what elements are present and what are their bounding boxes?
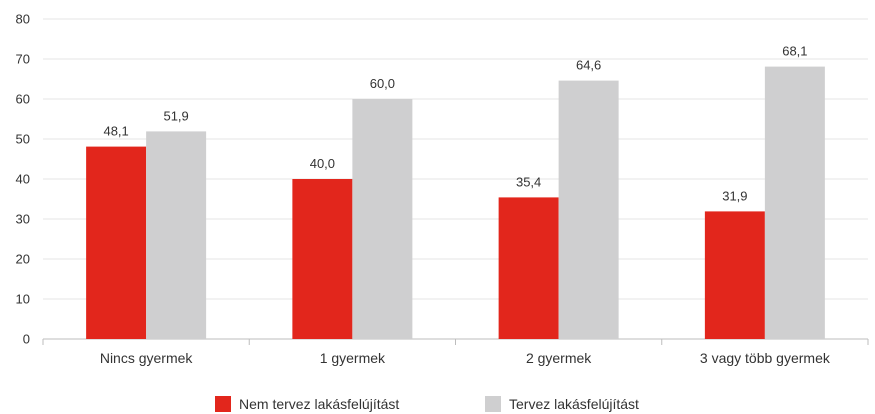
legend-swatch-tervez: [485, 396, 501, 412]
data-labels: 48,1 51,9 40,0 60,0 35,4 64,6 31,9 68,1: [103, 44, 807, 204]
data-label: 68,1: [782, 44, 807, 59]
y-tick-label: 70: [16, 52, 30, 67]
bar-chart: 0 10 20 30 40 50 60 70 80 48,1 51,9 40,0 60,0 35,4 64…: [16, 12, 869, 366]
data-label: 64,6: [576, 58, 601, 73]
data-label: 40,0: [310, 156, 335, 171]
y-tick-label: 40: [16, 172, 30, 187]
bar-nem-tervez: [498, 197, 559, 339]
bar-tervez: [146, 131, 207, 339]
data-label: 48,1: [103, 124, 128, 139]
category-label: Nincs gyermek: [100, 350, 194, 366]
legend-item-nem-tervez: Nem tervez lakásfelújítást: [215, 396, 399, 412]
bar-tervez: [558, 80, 619, 339]
legend-label-tervez: Tervez lakásfelújítást: [509, 396, 639, 412]
legend-swatch-nem-tervez: [215, 396, 231, 412]
bar-tervez: [764, 66, 825, 339]
bar-tervez: [352, 99, 413, 339]
category-label: 2 gyermek: [526, 350, 592, 366]
data-label: 35,4: [516, 174, 541, 189]
legend-label-nem-tervez: Nem tervez lakásfelújítást: [239, 396, 400, 412]
y-axis-ticks: 0 10 20 30 40 50 60 70 80: [16, 12, 30, 347]
category-label: 3 vagy több gyermek: [700, 350, 831, 366]
data-label: 60,0: [370, 76, 395, 91]
y-tick-label: 50: [16, 132, 30, 147]
y-tick-label: 10: [16, 292, 30, 307]
bar-nem-tervez: [292, 179, 353, 339]
data-label: 31,9: [722, 188, 747, 203]
y-tick-label: 30: [16, 212, 30, 227]
bar-nem-tervez: [704, 211, 765, 339]
bars: [86, 66, 825, 339]
bar-nem-tervez: [86, 146, 147, 339]
x-axis: Nincs gyermek 1 gyermek 2 gyermek 3 vagy tö…: [42, 339, 869, 366]
y-tick-label: 20: [16, 252, 30, 267]
legend-item-tervez: Tervez lakásfelújítást: [485, 396, 639, 412]
y-tick-label: 80: [16, 12, 30, 27]
y-tick-label: 0: [23, 332, 30, 347]
data-label: 51,9: [163, 108, 188, 123]
y-tick-label: 60: [16, 92, 30, 107]
category-label: 1 gyermek: [320, 350, 386, 366]
legend: Nem tervez lakásfelújítást Tervez lakásf…: [0, 396, 875, 414]
